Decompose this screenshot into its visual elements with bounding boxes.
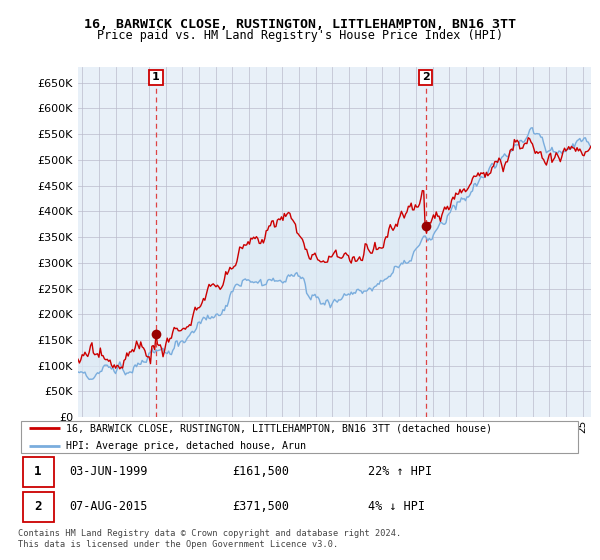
Text: HPI: Average price, detached house, Arun: HPI: Average price, detached house, Arun xyxy=(66,441,306,451)
Text: 22% ↑ HPI: 22% ↑ HPI xyxy=(368,465,432,478)
Text: 16, BARWICK CLOSE, RUSTINGTON, LITTLEHAMPTON, BN16 3TT: 16, BARWICK CLOSE, RUSTINGTON, LITTLEHAM… xyxy=(84,18,516,31)
Text: 1: 1 xyxy=(34,465,42,478)
Text: 07-AUG-2015: 07-AUG-2015 xyxy=(69,500,147,514)
Text: £161,500: £161,500 xyxy=(232,465,289,478)
Text: Price paid vs. HM Land Registry's House Price Index (HPI): Price paid vs. HM Land Registry's House … xyxy=(97,29,503,42)
Text: 03-JUN-1999: 03-JUN-1999 xyxy=(69,465,147,478)
Text: £371,500: £371,500 xyxy=(232,500,289,514)
Text: 2: 2 xyxy=(422,72,430,82)
Text: Contains HM Land Registry data © Crown copyright and database right 2024.
This d: Contains HM Land Registry data © Crown c… xyxy=(18,529,401,549)
Text: 4% ↓ HPI: 4% ↓ HPI xyxy=(368,500,425,514)
Text: 2: 2 xyxy=(34,500,42,514)
Text: 16, BARWICK CLOSE, RUSTINGTON, LITTLEHAMPTON, BN16 3TT (detached house): 16, BARWICK CLOSE, RUSTINGTON, LITTLEHAM… xyxy=(66,423,492,433)
FancyBboxPatch shape xyxy=(23,457,53,487)
FancyBboxPatch shape xyxy=(23,492,53,521)
FancyBboxPatch shape xyxy=(21,421,578,454)
Text: 1: 1 xyxy=(152,72,160,82)
